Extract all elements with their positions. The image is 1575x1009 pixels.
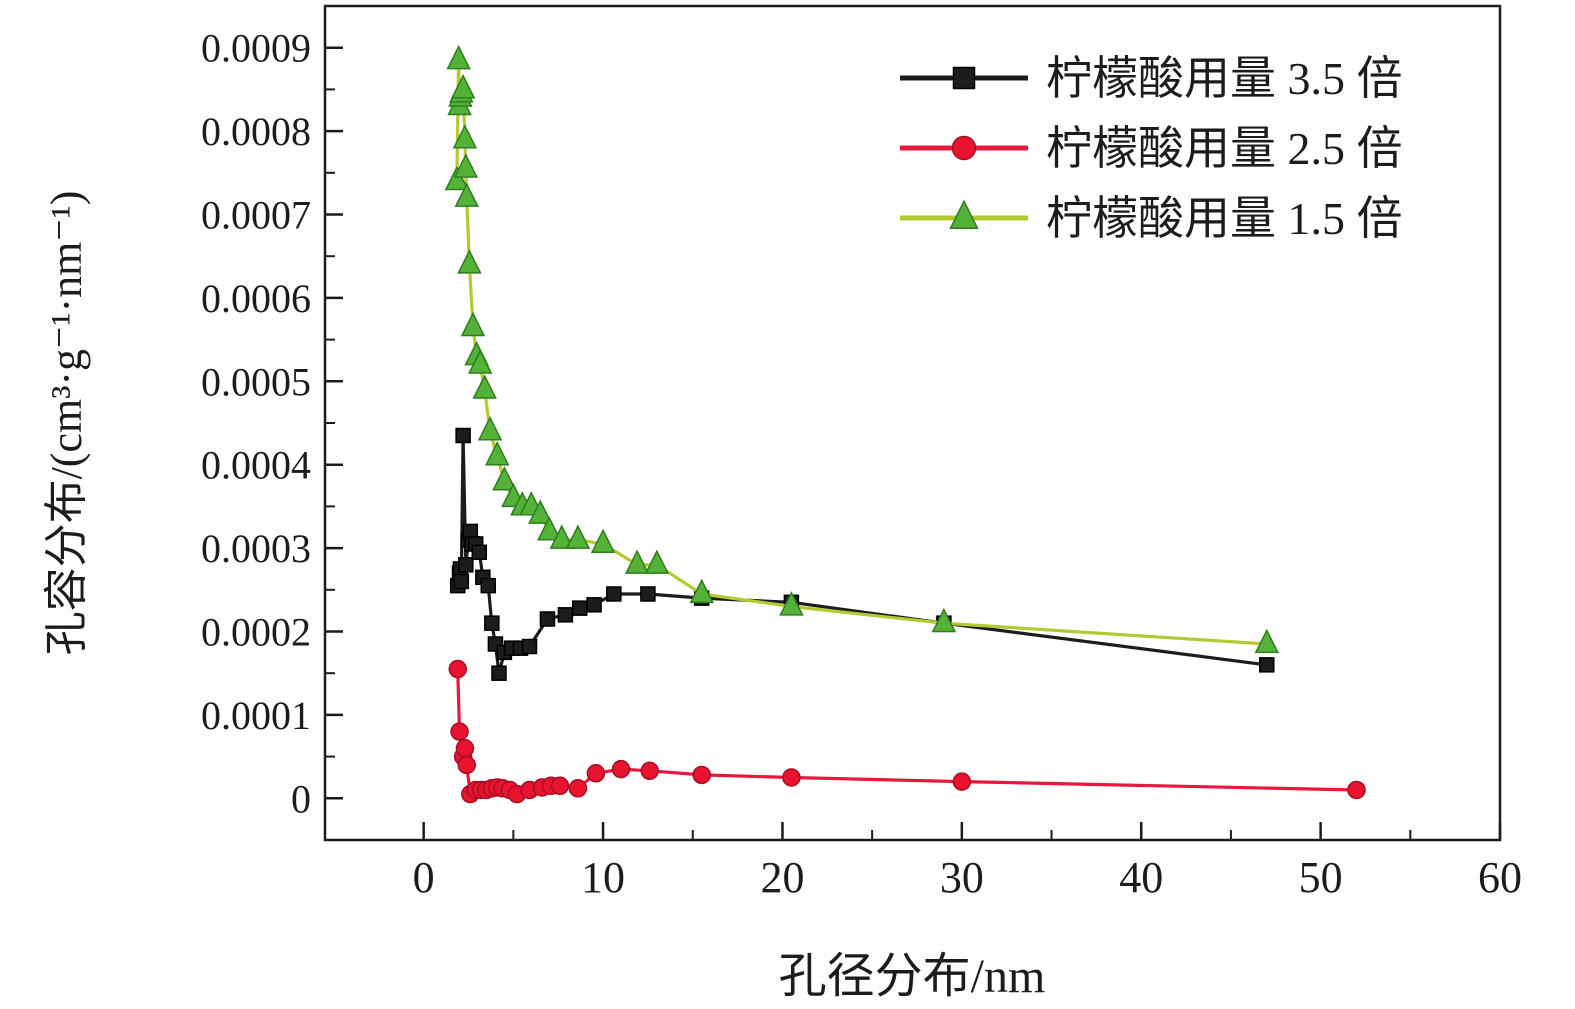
square-marker xyxy=(455,427,471,444)
triangle-marker xyxy=(549,524,575,549)
circle-marker xyxy=(586,764,606,783)
triangle-marker xyxy=(452,124,478,149)
y-tick-label: 0 xyxy=(291,776,311,821)
triangle-marker xyxy=(537,516,562,541)
circle-marker xyxy=(952,772,972,791)
legend-label: 柠檬酸用量 2.5 倍 xyxy=(1046,123,1403,174)
circle-marker xyxy=(448,659,467,679)
legend-label: 柠檬酸用量 1.5 倍 xyxy=(1046,193,1403,244)
square-marker xyxy=(458,557,474,573)
triangle-marker xyxy=(689,578,714,604)
y-axis: 0 0.0001 0.0002 0.0003 0.0004 0.0005 0.0006 0.0… xyxy=(201,26,343,821)
circle-marker xyxy=(450,722,469,741)
triangle-marker xyxy=(477,416,503,441)
triangle-marker xyxy=(949,199,979,230)
square-marker xyxy=(471,544,488,561)
triangle-marker xyxy=(450,74,476,99)
y-tick-label: 0.0001 xyxy=(201,693,311,738)
x-tick-label: 20 xyxy=(760,853,804,902)
triangle-marker xyxy=(460,311,486,337)
y-tick-label: 0.0006 xyxy=(201,276,311,321)
y-tick-label: 0.0007 xyxy=(201,193,311,238)
x-axis: 0 10 20 30 40 50 60 xyxy=(413,822,1522,902)
y-tick-label: 0.0002 xyxy=(201,610,311,655)
square-marker xyxy=(480,577,496,594)
x-tick-label: 60 xyxy=(1478,853,1522,902)
x-tick-label: 10 xyxy=(581,853,625,902)
series-1 xyxy=(449,427,1275,681)
triangle-marker xyxy=(931,607,957,633)
square-marker xyxy=(453,573,470,590)
triangle-marker xyxy=(1254,628,1280,654)
legend-entry-3: 柠檬酸用量 1.5 倍 xyxy=(900,193,1403,244)
legend-label: 柠檬酸用量 3.5 倍 xyxy=(1046,53,1403,104)
y-tick-label: 0.0008 xyxy=(201,109,311,154)
triangle-marker xyxy=(590,528,616,554)
triangle-marker xyxy=(565,524,591,549)
y-axis-title: 孔容分布/(cm³·g⁻¹·nm⁻¹) xyxy=(42,190,91,656)
x-tick-label: 0 xyxy=(413,853,435,902)
triangle-marker xyxy=(472,374,497,399)
y-tick-label: 0.0009 xyxy=(201,26,311,71)
circle-marker xyxy=(457,755,476,775)
legend-entry-2: 柠檬酸用量 2.5 倍 xyxy=(900,123,1403,174)
series-2 xyxy=(448,659,1366,804)
circle-marker xyxy=(640,761,659,781)
triangle-marker xyxy=(453,153,479,178)
triangle-marker xyxy=(446,44,471,70)
square-marker xyxy=(539,611,556,627)
legend-entry-1: 柠檬酸用量 3.5 倍 xyxy=(900,53,1403,104)
series-3 xyxy=(444,44,1280,654)
square-marker xyxy=(491,665,507,681)
x-axis-title: 孔径分布/nm xyxy=(778,950,1046,1003)
triangle-marker xyxy=(444,165,470,191)
circle-marker xyxy=(611,759,631,779)
circle-marker xyxy=(951,135,977,161)
triangle-marker xyxy=(467,349,493,374)
x-tick-label: 30 xyxy=(940,853,984,902)
triangle-marker xyxy=(457,249,482,274)
circle-marker xyxy=(455,739,475,758)
x-tick-label: 40 xyxy=(1119,853,1163,902)
triangle-marker xyxy=(485,441,510,466)
triangle-marker xyxy=(624,549,650,574)
square-marker xyxy=(557,607,574,623)
triangle-marker xyxy=(779,591,804,616)
square-marker xyxy=(1259,657,1275,673)
y-tick-label: 0.0004 xyxy=(201,443,311,488)
square-marker xyxy=(952,66,976,90)
square-marker xyxy=(484,615,500,631)
x-tick-label: 50 xyxy=(1299,853,1343,902)
square-marker xyxy=(521,638,538,655)
circle-marker xyxy=(550,776,570,796)
triangle-marker xyxy=(454,182,479,207)
triangle-marker xyxy=(492,466,517,491)
square-marker xyxy=(571,600,588,616)
circle-marker xyxy=(692,765,711,785)
square-marker xyxy=(586,597,602,613)
circle-marker xyxy=(782,768,801,787)
triangle-marker xyxy=(644,549,670,574)
circle-marker xyxy=(1347,780,1366,800)
square-marker xyxy=(606,586,622,602)
triangle-marker xyxy=(528,499,553,524)
square-marker xyxy=(640,586,656,602)
y-tick-label: 0.0005 xyxy=(201,359,311,404)
circle-marker xyxy=(568,779,588,798)
y-tick-label: 0.0003 xyxy=(201,526,311,571)
